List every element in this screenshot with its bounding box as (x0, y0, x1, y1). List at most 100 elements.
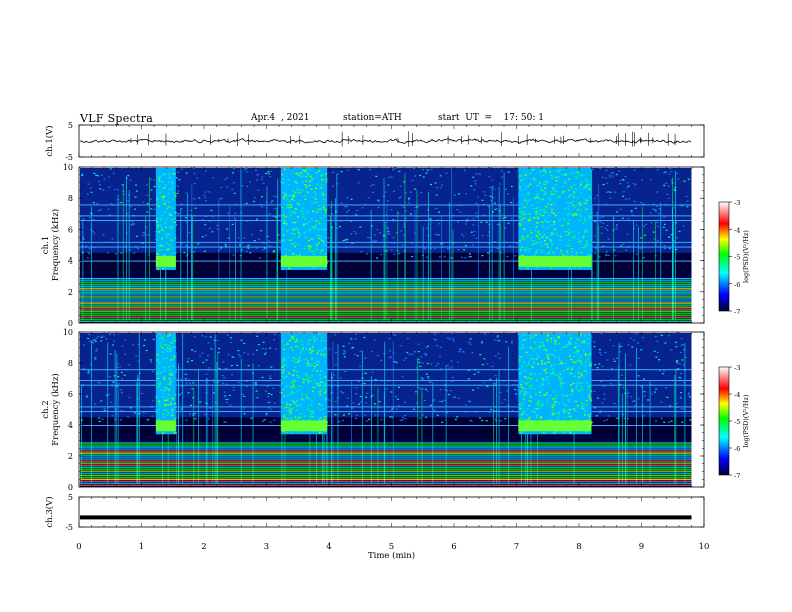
intense-speckle (313, 340, 316, 342)
intense-speckle (519, 403, 522, 406)
intense-speckle (168, 243, 171, 246)
intense-speckle (287, 394, 290, 397)
spectrogram-speckle (624, 392, 627, 394)
spectrogram-speckle (198, 197, 201, 199)
spectrogram-speckle (427, 376, 430, 378)
spectrogram-speckle (615, 225, 618, 227)
spectrogram-speckle (342, 345, 345, 347)
spectrogram-speckle (224, 395, 227, 397)
spectrogram-speckle (94, 403, 97, 405)
spectrogram-speckle (496, 336, 499, 338)
intense-speckle (281, 372, 284, 374)
spectrogram-speckle (446, 247, 449, 250)
spectrogram-speckle (493, 410, 496, 412)
colorbar-tick-label: -3 (734, 364, 740, 372)
spectrogram-speckle (268, 245, 271, 247)
spectrogram-speckle (187, 392, 190, 394)
spectrogram-speckle (594, 407, 597, 409)
intense-speckle (163, 187, 166, 189)
spectrogram-speckle (261, 332, 264, 334)
intense-speckle (522, 411, 525, 414)
spectrogram-speckle (668, 236, 671, 238)
spectrogram-speckle (426, 227, 429, 229)
intense-speckle (164, 219, 167, 221)
spectrogram-speckle (368, 418, 371, 420)
intense-speckle (587, 254, 590, 256)
spectrogram-speckle (373, 403, 376, 405)
spectrogram-speckle (123, 193, 126, 195)
spectrogram-speckle (87, 337, 90, 340)
spectrogram-speckle (91, 342, 94, 344)
spectrogram-speckle (94, 356, 97, 358)
spectrogram-speckle (388, 176, 391, 179)
spectrogram-speckle (601, 216, 604, 218)
colorbar-tick-label: -3 (734, 199, 740, 207)
intense-speckle (569, 173, 572, 176)
ch1-spectrogram (80, 167, 692, 323)
intense-speckle (589, 398, 592, 401)
spectrogram-speckle (454, 418, 457, 421)
spectrogram-speckle (425, 373, 428, 375)
spectrogram-speckle (247, 353, 250, 355)
spectrogram-speckle (273, 333, 276, 336)
low-frequency-band (80, 298, 692, 300)
intense-speckle (322, 348, 325, 351)
intense-speckle (538, 403, 541, 406)
low-frequency-band (80, 472, 692, 474)
intense-speckle (554, 356, 557, 358)
spectrogram-speckle (398, 405, 401, 407)
spectrogram-speckle (390, 391, 393, 393)
intense-speckle (580, 210, 583, 212)
spectrogram-speckle (246, 171, 249, 173)
spectrogram-speckle (656, 205, 659, 207)
spectrogram-speckle (210, 209, 213, 212)
spectrogram-speckle (419, 388, 422, 390)
spectrogram-speckle (494, 374, 497, 377)
spectrogram-speckle (178, 245, 181, 247)
intense-speckle (283, 395, 286, 397)
intense-speckle (298, 253, 301, 255)
intense-speckle (323, 228, 326, 231)
spectrogram-speckle (652, 208, 655, 210)
intense-speckle (314, 365, 317, 368)
intense-speckle (585, 399, 588, 402)
spectrogram-speckle (600, 354, 603, 356)
intense-speckle (304, 359, 307, 361)
spectrogram-speckle (146, 419, 149, 421)
intense-speckle (315, 172, 318, 174)
intense-speckle (280, 401, 283, 404)
spectrogram-speckle (252, 200, 255, 203)
colorbar-tick-label: -5 (734, 254, 740, 262)
intense-speckle (531, 366, 534, 368)
spectrogram-speckle (232, 167, 235, 169)
intense-speckle (313, 335, 316, 338)
intense-speckle (158, 185, 161, 188)
intense-speckle (165, 242, 168, 244)
spectrogram-speckle (272, 250, 275, 252)
spectrogram-speckle (599, 217, 602, 219)
spectrogram-speckle (433, 399, 436, 401)
spectrogram-speckle (154, 238, 157, 240)
spectrogram-speckle (414, 175, 417, 177)
spectrogram-speckle (268, 213, 271, 215)
intense-speckle (321, 240, 324, 242)
spectrogram-speckle (269, 176, 272, 178)
spectrogram-speckle (188, 413, 191, 415)
spectrogram-speckle (274, 348, 277, 350)
spectrogram-speckle (232, 389, 235, 391)
intense-speckle (322, 381, 325, 384)
intense-speckle (573, 346, 576, 349)
intense-speckle (300, 210, 303, 212)
intense-speckle (158, 180, 161, 182)
spectrogram-speckle (149, 198, 152, 200)
spectrogram-speckle (621, 374, 624, 376)
intense-speckle (306, 222, 309, 225)
intense-speckle (296, 376, 299, 379)
intense-speckle (164, 200, 167, 202)
spectrogram-speckle (384, 191, 387, 193)
intense-speckle (539, 385, 542, 387)
intense-speckle (292, 336, 295, 338)
intense-speckle (579, 356, 582, 359)
spectrogram-speckle (117, 202, 120, 204)
intense-speckle (301, 343, 304, 346)
